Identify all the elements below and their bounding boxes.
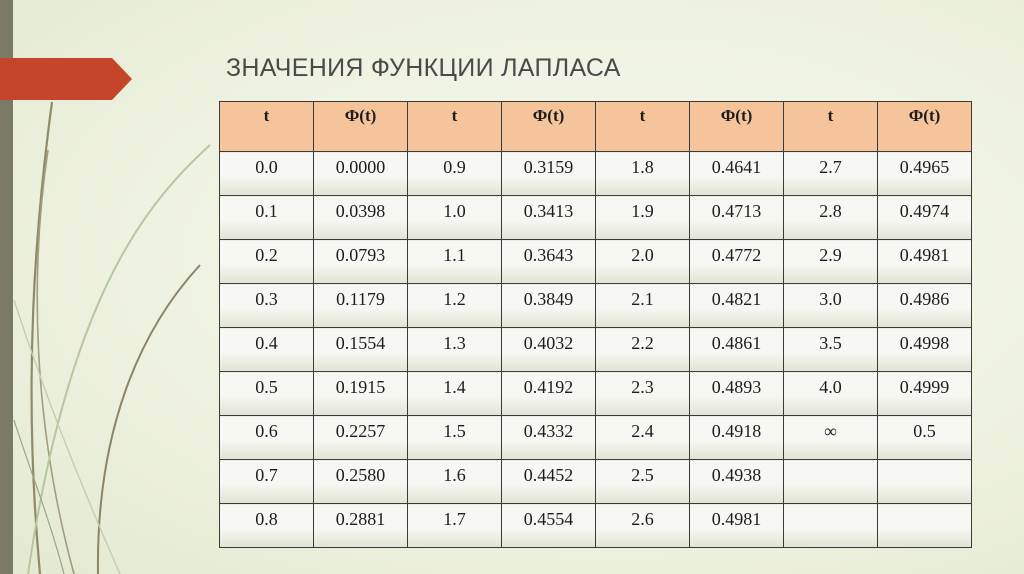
empty-cell: [783, 459, 878, 504]
table-row: 0.8 0.2881 1.7 0.4554 2.6 0.4981: [219, 503, 972, 548]
table-row: 0.7 0.2580 1.6 0.4452 2.5 0.4938: [219, 459, 972, 504]
table-cell: 2.8: [783, 195, 878, 240]
table-cell: 1.3: [407, 327, 502, 372]
table-cell: 0.1: [219, 195, 314, 240]
table-cell: 0.0398: [313, 195, 408, 240]
table-cell: 1.1: [407, 239, 502, 284]
laplace-values-table: t Ф(t) t Ф(t) t Ф(t) t Ф(t) 0.0 0.0000 0…: [219, 101, 972, 548]
table-cell: 1.9: [595, 195, 690, 240]
table-cell: 0.0000: [313, 151, 408, 196]
table-cell: 1.4: [407, 371, 502, 416]
table-cell: 0.3413: [501, 195, 596, 240]
table-cell: 2.5: [595, 459, 690, 504]
table-cell: 0.5: [219, 371, 314, 416]
table-cell: 3.0: [783, 283, 878, 328]
table-cell: 1.0: [407, 195, 502, 240]
table-cell: 0.4999: [877, 371, 972, 416]
table-cell: 0.3643: [501, 239, 596, 284]
table-cell: 4.0: [783, 371, 878, 416]
empty-cell: [877, 503, 972, 548]
table-cell: 0.6: [219, 415, 314, 460]
table-cell: 0.0793: [313, 239, 408, 284]
table-cell: 0.4965: [877, 151, 972, 196]
header-phi: Ф(t): [877, 101, 972, 152]
table-header-row: t Ф(t) t Ф(t) t Ф(t) t Ф(t): [219, 101, 972, 152]
header-t: t: [219, 101, 314, 152]
table-cell: 0.2257: [313, 415, 408, 460]
table-cell: 0.4861: [689, 327, 784, 372]
table-cell: 3.5: [783, 327, 878, 372]
table-cell: 1.8: [595, 151, 690, 196]
table-row: 0.1 0.0398 1.0 0.3413 1.9 0.4713 2.8 0.4…: [219, 195, 972, 240]
table-cell: 0.4713: [689, 195, 784, 240]
table-cell: 0.8: [219, 503, 314, 548]
table-cell: 2.1: [595, 283, 690, 328]
header-t: t: [407, 101, 502, 152]
table-row: 0.6 0.2257 1.5 0.4332 2.4 0.4918 ∞ 0.5: [219, 415, 972, 460]
table-cell: 2.9: [783, 239, 878, 284]
table-cell: 0.1915: [313, 371, 408, 416]
table-cell: 0.4981: [689, 503, 784, 548]
header-t: t: [783, 101, 878, 152]
table-cell: 0.4821: [689, 283, 784, 328]
table-cell: 0.5: [877, 415, 972, 460]
table-cell: 0.1179: [313, 283, 408, 328]
table-row: 0.5 0.1915 1.4 0.4192 2.3 0.4893 4.0 0.4…: [219, 371, 972, 416]
decorative-swirl-lines: [13, 101, 211, 574]
table-cell: 0.1554: [313, 327, 408, 372]
table-cell: 0.4893: [689, 371, 784, 416]
left-decorative-bar: [0, 0, 13, 574]
table-cell: 2.4: [595, 415, 690, 460]
table-cell: 0.4981: [877, 239, 972, 284]
table-row: 0.4 0.1554 1.3 0.4032 2.2 0.4861 3.5 0.4…: [219, 327, 972, 372]
table-cell: 1.5: [407, 415, 502, 460]
table-cell: 0.2: [219, 239, 314, 284]
header-t: t: [595, 101, 690, 152]
header-phi: Ф(t): [501, 101, 596, 152]
empty-cell: [877, 459, 972, 504]
title-accent-arrow: [0, 58, 132, 100]
table-row: 0.3 0.1179 1.2 0.3849 2.1 0.4821 3.0 0.4…: [219, 283, 972, 328]
table-cell: 0.4554: [501, 503, 596, 548]
table-cell: 0.3: [219, 283, 314, 328]
table-cell: 2.6: [595, 503, 690, 548]
table-cell: 1.7: [407, 503, 502, 548]
table-cell: 0.4332: [501, 415, 596, 460]
table-cell: 2.2: [595, 327, 690, 372]
table-cell: 1.6: [407, 459, 502, 504]
infinity-cell: ∞: [783, 415, 878, 460]
table-cell: 0.2881: [313, 503, 408, 548]
table-cell: 0.4998: [877, 327, 972, 372]
table-cell: 2.3: [595, 371, 690, 416]
table-cell: 2.7: [783, 151, 878, 196]
table-cell: 0.4986: [877, 283, 972, 328]
table-cell: 0.4918: [689, 415, 784, 460]
empty-cell: [783, 503, 878, 548]
table-cell: 2.0: [595, 239, 690, 284]
table-cell: 0.4452: [501, 459, 596, 504]
table-cell: 0.4192: [501, 371, 596, 416]
table-cell: 0.4032: [501, 327, 596, 372]
header-phi: Ф(t): [313, 101, 408, 152]
table-cell: 1.2: [407, 283, 502, 328]
table-cell: 0.4938: [689, 459, 784, 504]
table-row: 0.0 0.0000 0.9 0.3159 1.8 0.4641 2.7 0.4…: [219, 151, 972, 196]
table-cell: 0.3159: [501, 151, 596, 196]
page-title: ЗНАЧЕНИЯ ФУНКЦИИ ЛАПЛАСА: [226, 54, 621, 82]
table-cell: 0.2580: [313, 459, 408, 504]
table-row: 0.2 0.0793 1.1 0.3643 2.0 0.4772 2.9 0.4…: [219, 239, 972, 284]
header-phi: Ф(t): [689, 101, 784, 152]
table-cell: 0.7: [219, 459, 314, 504]
table-cell: 0.9: [407, 151, 502, 196]
table-cell: 0.4641: [689, 151, 784, 196]
table-cell: 0.4: [219, 327, 314, 372]
table-cell: 0.3849: [501, 283, 596, 328]
table-cell: 0.4974: [877, 195, 972, 240]
table-cell: 0.4772: [689, 239, 784, 284]
table-cell: 0.0: [219, 151, 314, 196]
